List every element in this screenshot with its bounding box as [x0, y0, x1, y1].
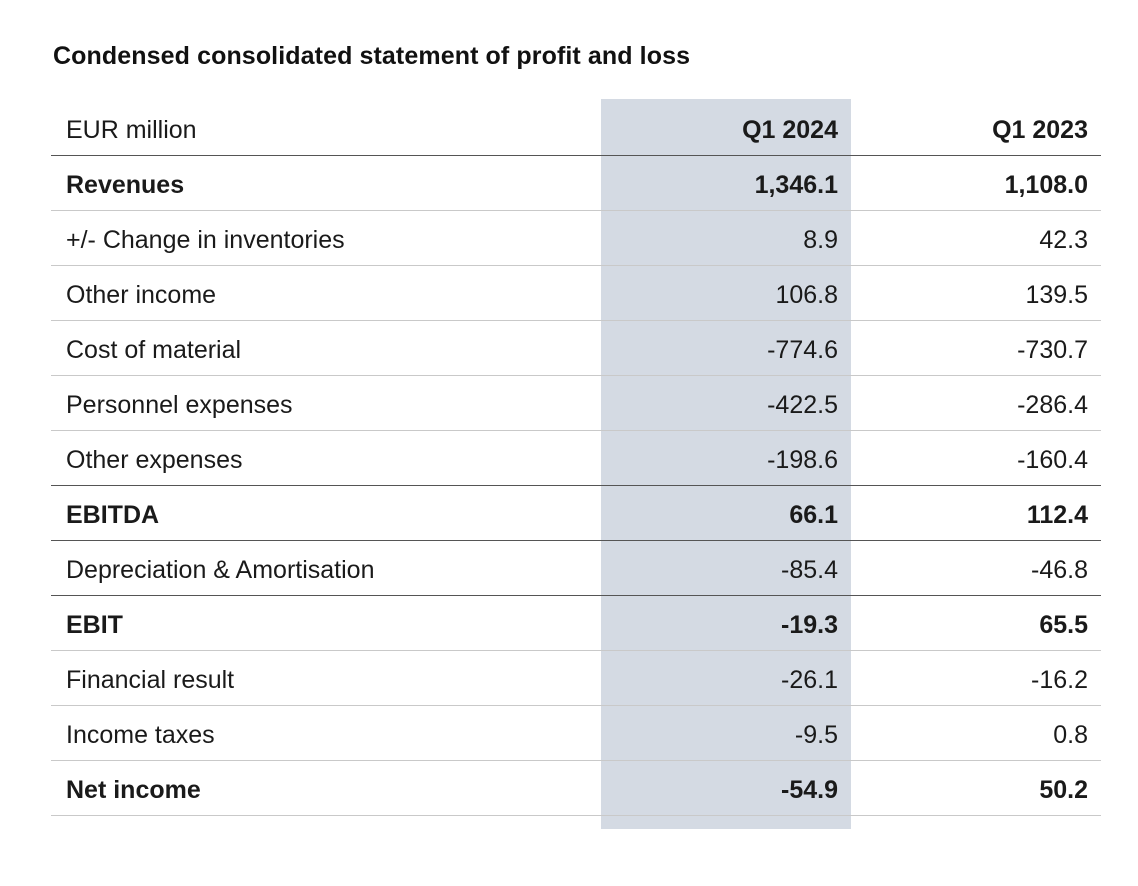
value-q1-2024: -774.6	[767, 336, 838, 364]
row-label: Net income	[66, 776, 201, 804]
table-row-ebitda: EBITDA 66.1 112.4	[51, 486, 1101, 541]
table-row-ebit: EBIT -19.3 65.5	[51, 596, 1101, 651]
row-label: Depreciation & Amortisation	[66, 556, 375, 584]
value-q1-2023: 50.2	[1039, 776, 1088, 804]
value-q1-2023: 0.8	[1053, 721, 1088, 749]
value-q1-2023: 65.5	[1039, 611, 1088, 639]
value-q1-2023: -46.8	[1031, 556, 1088, 584]
value-q1-2024: 1,346.1	[754, 171, 838, 199]
profit-loss-table: EUR million Q1 2024 Q1 2023 Revenues 1,3…	[51, 99, 1101, 816]
value-q1-2024: -9.5	[794, 721, 838, 749]
value-q1-2024: -85.4	[781, 556, 838, 584]
row-label: Financial result	[66, 666, 235, 694]
value-q1-2024: -26.1	[781, 666, 838, 694]
row-label: Cost of material	[66, 336, 242, 364]
row-label: Personnel expenses	[66, 391, 293, 419]
column-header-q1-2023: Q1 2023	[992, 116, 1088, 144]
current-quarter-column-highlight	[601, 99, 851, 829]
value-q1-2024: -198.6	[767, 446, 838, 474]
value-q1-2024: -54.9	[781, 776, 838, 804]
value-q1-2023: -16.2	[1031, 666, 1088, 694]
value-q1-2024: 8.9	[803, 226, 838, 254]
table-row-personnel-expenses: Personnel expenses -422.5 -286.4	[51, 376, 1101, 431]
value-q1-2023: 42.3	[1039, 226, 1088, 254]
value-q1-2023: 139.5	[1025, 281, 1088, 309]
value-q1-2023: -160.4	[1017, 446, 1088, 474]
table-row-financial-result: Financial result -26.1 -16.2	[51, 651, 1101, 706]
row-label: +/- Change in inventories	[66, 226, 345, 254]
table-header-row: EUR million Q1 2024 Q1 2023	[51, 99, 1101, 156]
value-q1-2024: -422.5	[767, 391, 838, 419]
value-q1-2024: -19.3	[781, 611, 838, 639]
value-q1-2023: 1,108.0	[1004, 171, 1088, 199]
row-label: Revenues	[66, 171, 185, 199]
value-q1-2023: 112.4	[1026, 501, 1088, 529]
table-row-other-income: Other income 106.8 139.5	[51, 266, 1101, 321]
column-header-q1-2024: Q1 2024	[742, 116, 838, 144]
row-label: Other expenses	[66, 446, 243, 474]
row-label: EBIT	[66, 611, 123, 639]
row-label: Income taxes	[66, 721, 215, 749]
row-label: Other income	[66, 281, 217, 309]
value-q1-2023: -286.4	[1017, 391, 1088, 419]
table-row-change-in-inventories: +/- Change in inventories 8.9 42.3	[51, 211, 1101, 266]
value-q1-2024: 106.8	[775, 281, 838, 309]
table-row-depreciation-amortisation: Depreciation & Amortisation -85.4 -46.8	[51, 541, 1101, 596]
table-row-revenues: Revenues 1,346.1 1,108.0	[51, 156, 1101, 211]
row-label: EBITDA	[66, 501, 160, 529]
page-title: Condensed consolidated statement of prof…	[53, 42, 691, 70]
table-row-net-income: Net income -54.9 50.2	[51, 761, 1101, 816]
table-row-other-expenses: Other expenses -198.6 -160.4	[51, 431, 1101, 486]
table-row-cost-of-material: Cost of material -774.6 -730.7	[51, 321, 1101, 376]
table-row-income-taxes: Income taxes -9.5 0.8	[51, 706, 1101, 761]
value-q1-2023: -730.7	[1017, 336, 1088, 364]
value-q1-2024: 66.1	[789, 501, 838, 529]
unit-label: EUR million	[66, 116, 197, 144]
